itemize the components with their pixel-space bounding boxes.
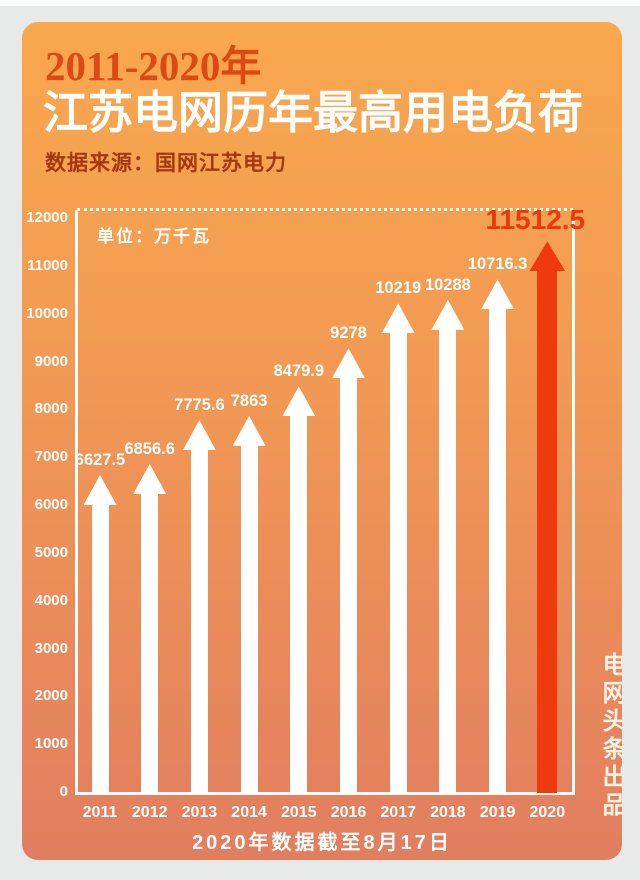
bar-value-label-2019: 10716.3 bbox=[467, 255, 528, 274]
bar-arrow-shaft-2019 bbox=[489, 307, 507, 793]
x-axis-label-2012: 2012 bbox=[131, 804, 168, 821]
bar-arrow-shaft-2015 bbox=[290, 414, 308, 793]
chart-right-border-line bbox=[572, 210, 575, 795]
bar-value-label-2015: 8479.9 bbox=[273, 362, 325, 381]
bar-value-label-2016: 9278 bbox=[330, 324, 367, 343]
bar-value-label-2017: 10219 bbox=[375, 279, 422, 298]
bar-arrow-shaft-2012 bbox=[141, 492, 159, 793]
x-axis-label-2020: 2020 bbox=[529, 804, 566, 821]
y-axis-tick-label: 10000 bbox=[26, 304, 68, 322]
data-source-label: 数据来源：国网江苏电力 bbox=[45, 152, 287, 175]
x-axis-label-2015: 2015 bbox=[281, 804, 317, 821]
unit-label: 单位：万千瓦 bbox=[97, 227, 211, 246]
y-axis-tick-label: 5000 bbox=[34, 543, 68, 561]
bar-arrow-shaft-2013 bbox=[190, 448, 208, 793]
chart-top-dotted-line bbox=[77, 208, 573, 211]
y-axis-tick-label: 11000 bbox=[27, 256, 68, 274]
y-axis-tick-label: 8000 bbox=[34, 400, 68, 418]
bar-arrow-head-2011 bbox=[83, 474, 117, 505]
y-axis-tick-label: 9000 bbox=[34, 352, 68, 370]
y-axis-tick-label: 2000 bbox=[34, 687, 68, 705]
y-axis-line bbox=[75, 210, 78, 795]
bar-value-label-2018: 10288 bbox=[424, 275, 471, 294]
page-top-strip bbox=[0, 0, 640, 6]
y-axis-tick-label: 3000 bbox=[34, 639, 68, 657]
y-axis-tick-label: 1000 bbox=[34, 735, 68, 753]
x-axis-label-2011: 2011 bbox=[82, 804, 118, 821]
bar-arrow-head-2018 bbox=[431, 299, 465, 330]
bar-value-label-2014: 7863 bbox=[230, 391, 268, 410]
period-title: 2011-2020年 bbox=[45, 43, 262, 89]
bar-arrow-shaft-2016 bbox=[340, 376, 357, 793]
bar-arrow-head-2015 bbox=[282, 386, 316, 417]
x-axis-label-2018: 2018 bbox=[430, 804, 466, 821]
bar-arrow-head-2012 bbox=[133, 464, 167, 495]
x-axis-line bbox=[75, 792, 575, 795]
x-axis-label-2016: 2016 bbox=[330, 804, 367, 821]
main-title: 江苏电网历年最高用电负荷 bbox=[43, 88, 584, 138]
footnote: 2020年数据截至8月17日 bbox=[192, 832, 452, 854]
y-axis-tick-label: 7000 bbox=[34, 448, 68, 466]
bar-arrow-shaft-2011 bbox=[91, 502, 109, 793]
x-axis-label-2019: 2019 bbox=[479, 804, 516, 821]
publisher-caption: 电网头条出品 bbox=[598, 652, 622, 820]
x-axis-label-2013: 2013 bbox=[181, 804, 218, 821]
bar-arrow-head-2014 bbox=[232, 415, 266, 446]
bar-arrow-head-2020 bbox=[529, 241, 566, 272]
bar-chart: 单位：万千瓦 0 1000 2000 3000 4000 5000 6000 7000 8000… bbox=[22, 22, 622, 860]
bar-arrow-head-2019 bbox=[481, 279, 515, 310]
y-axis-tick-label: 0 bbox=[59, 783, 68, 800]
x-axis-label-2017: 2017 bbox=[380, 804, 416, 821]
bar-arrow-shaft-2014 bbox=[240, 443, 258, 793]
bar-value-label-2011: 6627.5 bbox=[74, 450, 126, 469]
bar-value-label-2020: 11512.5 bbox=[485, 204, 586, 236]
bar-value-label-2013: 7775.6 bbox=[174, 396, 225, 415]
y-axis-tick-label: 12000 bbox=[26, 209, 68, 226]
x-axis-label-2014: 2014 bbox=[231, 804, 267, 821]
bar-arrow-head-2017 bbox=[381, 303, 415, 334]
y-axis-tick-label: 4000 bbox=[34, 591, 68, 609]
bar-arrow-shaft-2020 bbox=[537, 269, 558, 793]
y-axis-tick-label: 6000 bbox=[34, 496, 68, 513]
bar-arrow-shaft-2018 bbox=[439, 327, 457, 793]
bar-arrow-head-2016 bbox=[332, 348, 365, 379]
bar-arrow-shaft-2017 bbox=[389, 331, 407, 793]
infographic-card: 2011-2020年 江苏电网历年最高用电负荷 数据来源：国网江苏电力 单位：万… bbox=[22, 22, 622, 860]
bar-value-label-2012: 6856.6 bbox=[124, 440, 175, 459]
bar-arrow-head-2013 bbox=[182, 420, 216, 451]
